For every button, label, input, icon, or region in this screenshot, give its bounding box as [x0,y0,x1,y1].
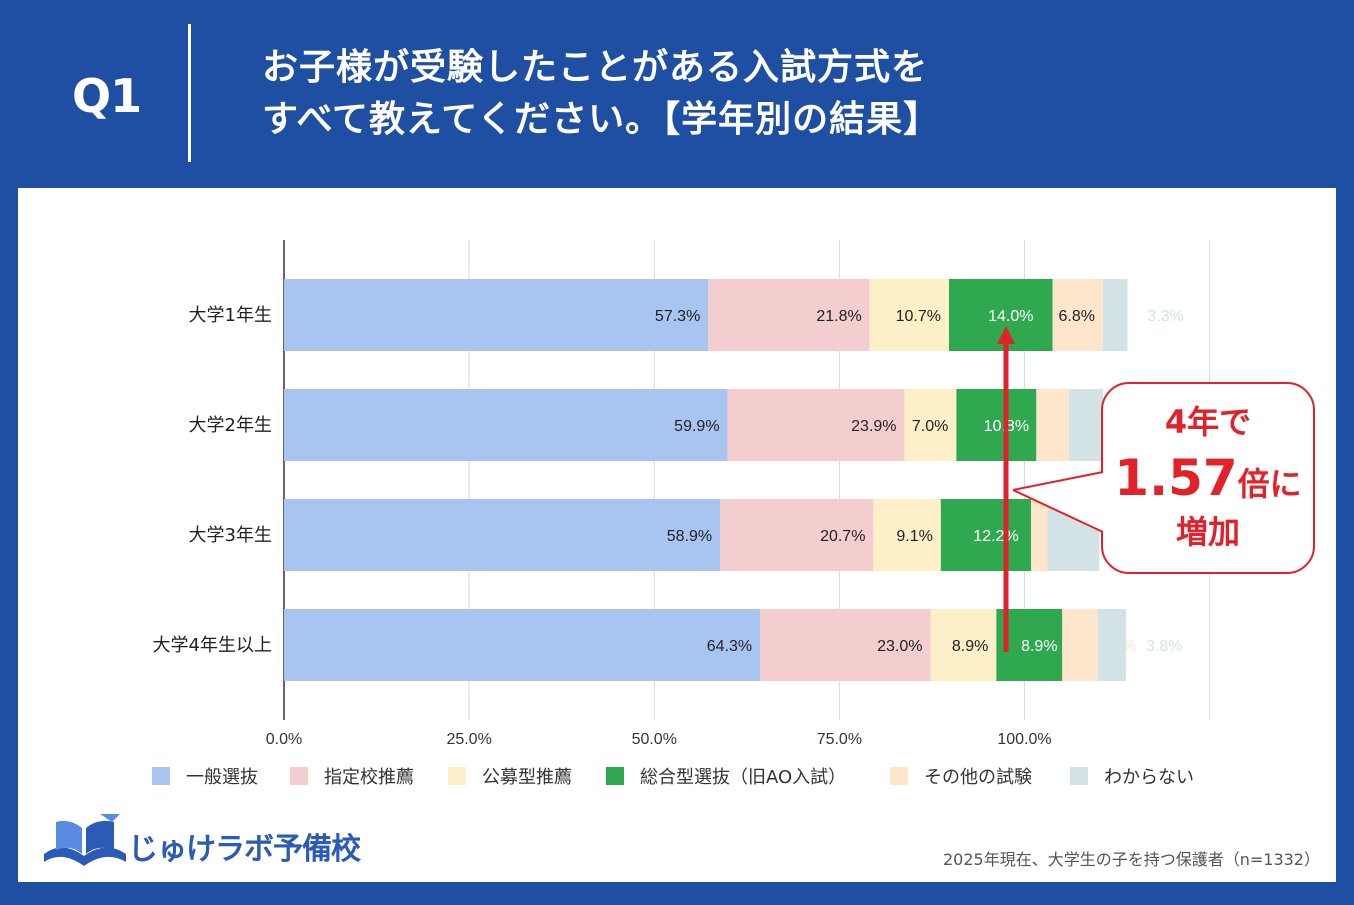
bar-segment [284,609,761,681]
data-label: 23.9% [851,418,896,435]
category-label: 大学4年生以上 [153,635,272,656]
bar-segment [940,499,1032,571]
callout-number: 1.57 [1114,449,1238,507]
legend-swatch [606,767,624,785]
source-note: 2025年現在、大学生の子を持つ保護者（n=1332） [943,850,1320,869]
legend-swatch [1070,767,1088,785]
legend-label: 総合型選抜（旧AO入試） [640,767,846,788]
bar-segment [708,279,870,351]
callout-line-2: 1.57倍に [1103,448,1313,520]
data-label: 20.7% [820,528,865,545]
bar-segment [720,499,874,571]
bar-segment [1031,499,1048,571]
x-tick-label: 75.0% [817,731,862,748]
legend-label: 一般選抜 [186,767,258,788]
callout-line-1: 4年で [1164,403,1252,441]
category-label: 大学1年生 [189,305,272,326]
legend-swatch [448,767,466,785]
data-label: 8.9% [952,638,988,655]
data-label: 21.8% [816,308,861,325]
legend-swatch [290,767,308,785]
data-label: 12.2% [973,528,1018,545]
bar-segment [873,499,941,571]
legend-label: わからない [1104,767,1194,788]
callout-line-3: 増加 [1175,513,1240,551]
legend-label: 指定校推薦 [324,767,414,788]
bar-segment [1102,279,1128,351]
x-tick-label: 0.0% [266,731,302,748]
category-label: 大学2年生 [189,415,272,436]
bar-segment [1097,609,1126,681]
question-number: Q1 [72,69,142,123]
x-tick-label: 100.0% [997,731,1051,748]
bar-segment [284,499,721,571]
data-label: 9.1% [896,528,932,545]
category-label: 大学3年生 [189,525,272,546]
data-label: 23.0% [877,638,922,655]
growth-arrow-head [997,326,1015,344]
bar-segment [284,389,728,461]
bar-segment [1068,389,1103,461]
legend-label: その他の試験 [924,767,1032,788]
legend-swatch [152,767,170,785]
data-label: 59.9% [674,418,719,435]
bar-segment [727,389,905,461]
bar-segment [869,279,949,351]
data-label: 64.3% [707,638,752,655]
book-logo-icon [44,814,126,866]
title-line-2: すべて教えてください。【学年別の結果】 [262,99,941,140]
bar-segment [1062,609,1098,681]
page-title: お子様が受験したことがある入試方式を すべて教えてください。【学年別の結果】 [262,42,1322,146]
header-divider [188,24,191,162]
legend-swatch [890,767,908,785]
data-label: 58.9% [667,528,712,545]
data-label: 7.0% [912,418,948,435]
bar-segment [930,609,997,681]
bar-segment [1052,279,1103,351]
data-label: 3.3% [1147,308,1183,325]
data-label: 10.7% [896,308,941,325]
bar-segment [760,609,931,681]
bar-segment [904,389,957,461]
brand-name: じゅけラボ予備校 [128,832,361,867]
bar-segment [284,279,709,351]
data-label: 8.9% [1021,638,1057,655]
data-label: 14.0% [988,308,1033,325]
header: Q1 お子様が受験したことがある入試方式を すべて教えてください。【学年別の結果… [0,0,1354,188]
callout-pointer [1013,471,1104,533]
bar-segment [956,389,1037,461]
callout-unit: 倍に [1237,465,1302,503]
bar-segment [1036,389,1069,461]
title-line-1: お子様が受験したことがある入試方式を [262,47,929,88]
data-label: 57.3% [655,308,700,325]
stacked-bar-chart: 0.0% 25.0% 50.0% 75.0% 100.0% 大学1年生 57.3% 21.8%… [152,240,1211,788]
growth-callout: 4年で 1.57倍に 増加 [1101,382,1315,574]
legend-label: 公募型推薦 [482,767,572,788]
x-tick-label: 25.0% [446,731,491,748]
data-label: 6.8% [1059,308,1095,325]
x-tick-label: 50.0% [632,731,677,748]
data-label: 3.8% [1146,638,1182,655]
